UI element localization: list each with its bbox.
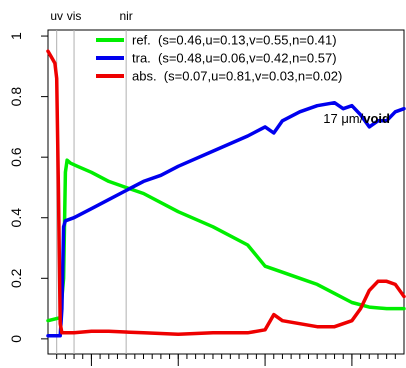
region-label-nir: nir <box>119 9 132 23</box>
legend-label-1: tra. (s=0.48,u=0.06,v=0.42,n=0.57) <box>132 51 337 66</box>
y-tick-label: 0 <box>8 335 24 343</box>
series-line-0 <box>46 158 406 323</box>
legend-label-0: ref. (s=0.46,u=0.13,v=0.55,n=0.41) <box>132 33 337 48</box>
y-axis: 0 0.2 0.4 0.6 0.8 1 <box>8 32 48 343</box>
series-line-2 <box>46 49 406 337</box>
y-tick-label: 0.4 <box>8 208 24 228</box>
region-label-vis: vis <box>67 9 82 23</box>
annotation-bold: void <box>363 111 390 126</box>
y-tick-label: 0.8 <box>8 87 24 107</box>
y-tick-label: 0.6 <box>8 147 24 167</box>
annotation-prefix: 17 μm/ <box>323 111 363 126</box>
plot-frame <box>47 29 405 355</box>
y-tick-label: 1 <box>8 32 24 40</box>
region-labels: uv vis nir <box>50 9 132 23</box>
region-label-uv: uv <box>50 9 63 23</box>
legend: ref. (s=0.46,u=0.13,v=0.55,n=0.41) tra. (… <box>96 33 342 84</box>
legend-label-2: abs. (s=0.07,u=0.81,v=0.03,n=0.02) <box>132 69 342 84</box>
region-lines <box>56 30 127 354</box>
series-line-1 <box>46 100 406 338</box>
series-lines <box>46 49 406 338</box>
x-axis <box>56 354 396 366</box>
sample-annotation: 17 μm/void <box>323 111 390 126</box>
y-tick-label: 0.2 <box>8 268 24 288</box>
